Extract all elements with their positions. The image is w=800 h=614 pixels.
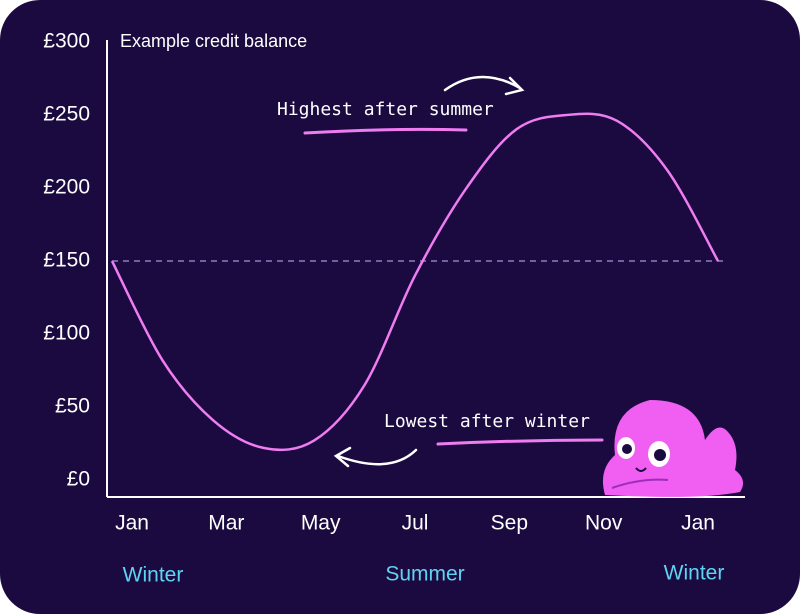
annotation: Highest after summer [277,99,494,120]
y-tick-label: £250 [43,103,90,126]
mascot [602,400,744,497]
underline [436,438,604,446]
y-tick-label: £300 [43,30,90,53]
y-tick-label: £200 [43,176,90,199]
arrow [443,75,525,96]
data-line [110,112,720,452]
x-tick-label: Jul [402,512,429,535]
annotation: Lowest after winter [384,411,590,432]
season-label: Winter [664,562,725,585]
x-tick-label: Mar [208,512,244,535]
season-label: Summer [385,563,464,586]
x-tick-label: May [301,512,341,535]
arrow [333,446,418,468]
x-tick-label: Nov [585,512,623,535]
y-tick-label: £100 [43,322,90,345]
x-tick-label: Jan [681,512,715,535]
y-tick-label: £0 [67,468,90,491]
underline [303,127,468,135]
x-tick-label: Sep [491,512,528,535]
x-tick-label: Jan [115,512,149,535]
chart-title: Example credit balance [120,31,307,51]
y-tick-label: £150 [43,249,90,272]
season-label: Winter [123,564,184,587]
y-tick-label: £50 [55,395,90,418]
